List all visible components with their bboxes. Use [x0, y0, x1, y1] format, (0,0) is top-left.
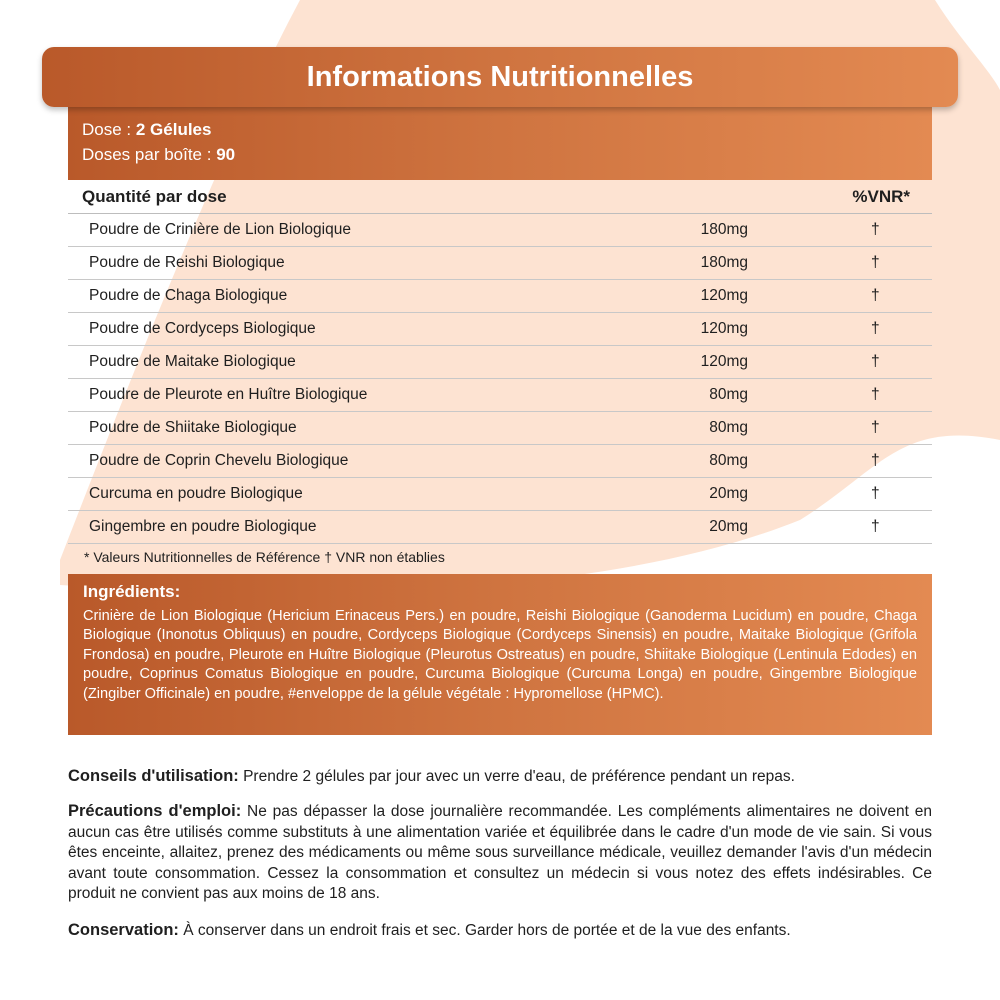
ingredients-text: Crinière de Lion Biologique (Hericium Er… — [83, 608, 917, 702]
nutrient-name: Curcuma en poudre Biologique — [89, 485, 303, 502]
usage-label: Conseils d'utilisation: — [68, 767, 239, 785]
usage-text: Prendre 2 gélules par jour avec un verre… — [238, 768, 795, 785]
nutrient-vnr: † — [871, 485, 880, 502]
nutrient-quantity: 120mg — [700, 320, 748, 337]
nutrient-vnr: † — [871, 353, 880, 370]
footnote: * Valeurs Nutritionnelles de Référence †… — [84, 549, 445, 565]
doses-per-box-label: Doses par boîte : — [82, 145, 217, 164]
nutrient-quantity: 80mg — [709, 386, 748, 403]
dose-info: Dose : 2 Gélules Doses par boîte : 90 — [68, 107, 932, 180]
nutrient-name: Poudre de Coprin Chevelu Biologique — [89, 452, 349, 469]
dose-label: Dose : — [82, 120, 136, 139]
storage-section: Conservation: À conserver dans un endroi… — [68, 920, 932, 942]
nutrient-vnr: † — [871, 419, 880, 436]
nutrient-quantity: 180mg — [700, 254, 748, 271]
table-row: Poudre de Crinière de Lion Biologique 180… — [68, 214, 932, 247]
precautions-text: Ne pas dépasser la dose journalière reco… — [68, 803, 932, 902]
nutrient-name: Poudre de Cordyceps Biologique — [89, 320, 316, 337]
table-row: Poudre de Cordyceps Biologique 120mg † — [68, 313, 932, 346]
nutrient-quantity: 20mg — [709, 485, 748, 502]
storage-text: À conserver dans un endroit frais et sec… — [178, 922, 791, 939]
table-row: Curcuma en poudre Biologique 20mg † — [68, 478, 932, 511]
nutrient-quantity: 80mg — [709, 419, 748, 436]
dose-value: 2 Gélules — [135, 120, 212, 139]
nutrient-name: Poudre de Pleurote en Huître Biologique — [89, 386, 368, 403]
nutrient-vnr: † — [871, 452, 880, 469]
table-row: Poudre de Reishi Biologique 180mg † — [68, 247, 932, 280]
usage-section: Conseils d'utilisation: Prendre 2 gélule… — [68, 766, 932, 788]
table-header: Quantité par dose %VNR* — [68, 180, 932, 214]
table-row: Poudre de Shiitake Biologique 80mg † — [68, 412, 932, 445]
header-quantity: Quantité par dose — [82, 187, 227, 206]
header-vnr: %VNR* — [852, 187, 910, 206]
table-row: Poudre de Pleurote en Huître Biologique 8… — [68, 379, 932, 412]
table-row: Poudre de Coprin Chevelu Biologique 80mg † — [68, 445, 932, 478]
table-row: Poudre de Chaga Biologique 120mg † — [68, 280, 932, 313]
page-title: Informations Nutritionnelles — [42, 47, 958, 107]
ingredients-title: Ingrédients: — [83, 582, 181, 601]
nutrient-quantity: 80mg — [709, 452, 748, 469]
nutrient-vnr: † — [871, 320, 880, 337]
ingredients-box: Ingrédients: Crinière de Lion Biologique… — [68, 574, 932, 735]
nutrition-table: Quantité par dose %VNR* Poudre de Criniè… — [68, 180, 932, 544]
precautions-label: Précautions d'emploi: — [68, 802, 242, 820]
nutrient-name: Poudre de Chaga Biologique — [89, 287, 288, 304]
nutrient-vnr: † — [871, 287, 880, 304]
nutrient-name: Poudre de Reishi Biologique — [89, 254, 285, 271]
precautions-section: Précautions d'emploi: Ne pas dépasser la… — [68, 801, 932, 905]
nutrient-vnr: † — [871, 386, 880, 403]
nutrient-name: Poudre de Shiitake Biologique — [89, 419, 297, 436]
nutrient-quantity: 120mg — [700, 353, 748, 370]
nutrient-vnr: † — [871, 254, 880, 271]
nutrient-quantity: 120mg — [700, 287, 748, 304]
nutrient-name: Poudre de Maitake Biologique — [89, 353, 296, 370]
nutrient-vnr: † — [871, 518, 880, 535]
table-row: Poudre de Maitake Biologique 120mg † — [68, 346, 932, 379]
nutrient-name: Gingembre en poudre Biologique — [89, 518, 317, 535]
nutrient-name: Poudre de Crinière de Lion Biologique — [89, 221, 351, 238]
doses-per-box-value: 90 — [216, 145, 236, 164]
nutrient-quantity: 180mg — [700, 221, 748, 238]
nutrient-vnr: † — [871, 221, 880, 238]
storage-label: Conservation: — [68, 921, 179, 939]
nutrient-quantity: 20mg — [709, 518, 748, 535]
table-row: Gingembre en poudre Biologique 20mg † — [68, 511, 932, 544]
